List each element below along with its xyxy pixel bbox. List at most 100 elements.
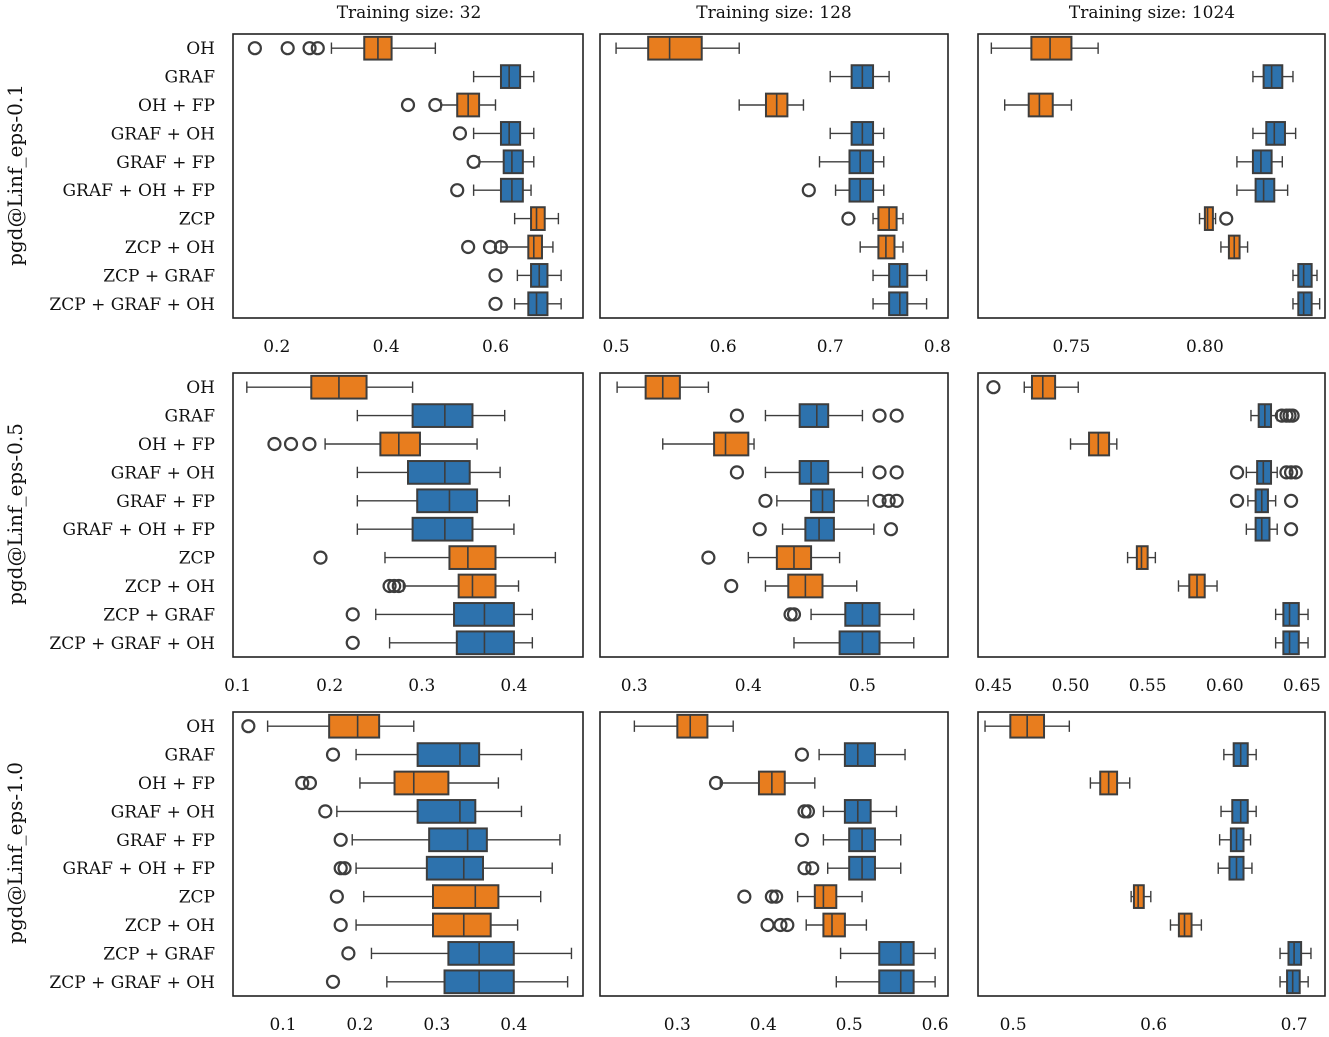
- box-zcp-graf-oh: [1292, 291, 1321, 317]
- category-label: OH + FP: [138, 774, 215, 794]
- x-tick-label: 0.2: [346, 1015, 373, 1035]
- box-graf-oh-fp: [356, 516, 515, 542]
- box-graf-fp: [794, 827, 902, 853]
- box-zcp: [1130, 884, 1152, 909]
- box-zcp: [329, 884, 542, 909]
- box-oh: [246, 374, 414, 400]
- axes-frame: [599, 33, 949, 319]
- x-tick-label: 0.6: [1140, 1015, 1167, 1035]
- category-label: OH: [186, 378, 215, 398]
- category-label: ZCP: [179, 888, 215, 908]
- outlier-point: [760, 917, 775, 933]
- box-graf-oh-fp: [1217, 855, 1253, 881]
- box-body: [425, 855, 485, 881]
- box-body: [411, 516, 474, 542]
- outlier-point: [387, 578, 402, 594]
- box-zcp-graf-oh: [1274, 630, 1309, 656]
- outlier-point: [758, 493, 773, 508]
- category-label: GRAF: [165, 407, 216, 427]
- box-body: [379, 431, 421, 457]
- outlier-point: [341, 946, 356, 961]
- outlier-point: [333, 861, 348, 876]
- box-oh: [986, 374, 1079, 400]
- box-zcp-oh: [382, 573, 520, 599]
- box-body: [1282, 630, 1300, 656]
- box-body: [888, 263, 909, 288]
- x-tick-label: 0.6: [482, 337, 509, 357]
- box-body: [432, 884, 500, 909]
- category-label: ZCP: [179, 549, 215, 569]
- outlier-point: [883, 522, 899, 537]
- box-body: [843, 742, 876, 767]
- box-body: [848, 149, 875, 175]
- box-oh: [615, 35, 740, 61]
- outlier-point: [801, 183, 816, 198]
- box-graf-oh: [356, 460, 501, 485]
- box-graf-oh: [829, 121, 885, 146]
- panel-r3-c1: OH GRAF OH + FP GRAF + OH GRAF + FP GRAF + OH…: [49, 711, 584, 1035]
- outlier-point: [800, 804, 816, 819]
- box-body: [878, 941, 915, 966]
- row-labels: pgd@Linf_eps-0.1 pgd@Linf_eps-0.5 pgd@Li…: [3, 84, 27, 944]
- box-oh: [984, 713, 1071, 739]
- category-label: GRAF + OH: [111, 124, 215, 144]
- outlier-point: [797, 861, 812, 876]
- box-body: [1282, 602, 1300, 627]
- outlier-point: [872, 408, 887, 423]
- category-label: GRAF + FP: [116, 492, 215, 512]
- box-oh: [241, 713, 415, 739]
- outlier-point: [318, 804, 333, 819]
- outlier-point: [764, 889, 779, 904]
- box-zcp-oh: [1169, 912, 1203, 938]
- box-oh-fp: [1069, 431, 1118, 457]
- axes-frame: [599, 711, 949, 997]
- column-title-3: Training size: 1024: [1069, 3, 1235, 23]
- box-graf: [829, 64, 890, 89]
- box-zcp: [737, 884, 863, 909]
- category-label: OH: [186, 39, 215, 59]
- outlier-point: [488, 296, 503, 311]
- x-tick-label: 0.6: [922, 1015, 949, 1035]
- box-graf-oh: [729, 460, 904, 485]
- box-zcp-graf-oh: [872, 291, 928, 317]
- box-graf-fp: [1236, 149, 1283, 175]
- axes-frame: [232, 372, 584, 658]
- box-graf-oh-fp: [797, 855, 902, 881]
- outlier-point: [889, 465, 904, 480]
- outlier-point: [708, 775, 724, 791]
- box-zcp-graf: [488, 263, 562, 288]
- category-label: GRAF + OH + FP: [62, 520, 215, 540]
- box-oh-fp: [1003, 92, 1073, 118]
- outlier-point: [780, 917, 795, 933]
- box-body: [1027, 92, 1054, 118]
- category-label: OH + FP: [138, 96, 215, 116]
- box-body: [878, 969, 915, 995]
- outlier-point: [1219, 211, 1234, 226]
- outlier-point: [493, 239, 509, 255]
- box-zcp-graf: [341, 941, 573, 966]
- box-graf-oh-fp: [450, 177, 532, 203]
- box-zcp-graf: [839, 941, 936, 966]
- box-zcp-graf: [345, 602, 534, 627]
- box-zcp: [841, 206, 904, 231]
- category-label: GRAF + OH + FP: [62, 181, 215, 201]
- box-graf-oh: [1220, 799, 1257, 824]
- outlier-point: [345, 635, 360, 650]
- outlier-point: [280, 41, 295, 56]
- category-label: OH: [186, 717, 215, 737]
- category-label: ZCP + OH: [125, 577, 215, 597]
- axes-frame: [599, 372, 949, 658]
- outlier-point: [382, 578, 397, 594]
- x-tick-label: 0.5: [836, 1015, 863, 1035]
- box-oh: [247, 35, 437, 61]
- box-body: [499, 64, 522, 89]
- x-tick-label: 0.1: [224, 676, 251, 696]
- box-body: [428, 827, 488, 853]
- box-oh: [990, 35, 1099, 61]
- outlier-point: [333, 917, 348, 933]
- x-tick-label: 0.7: [1281, 1015, 1308, 1035]
- x-tick-label: 0.3: [408, 676, 435, 696]
- x-tick-label: 0.4: [373, 337, 400, 357]
- box-body: [455, 630, 515, 656]
- x-tick-label: 0.7: [817, 337, 844, 357]
